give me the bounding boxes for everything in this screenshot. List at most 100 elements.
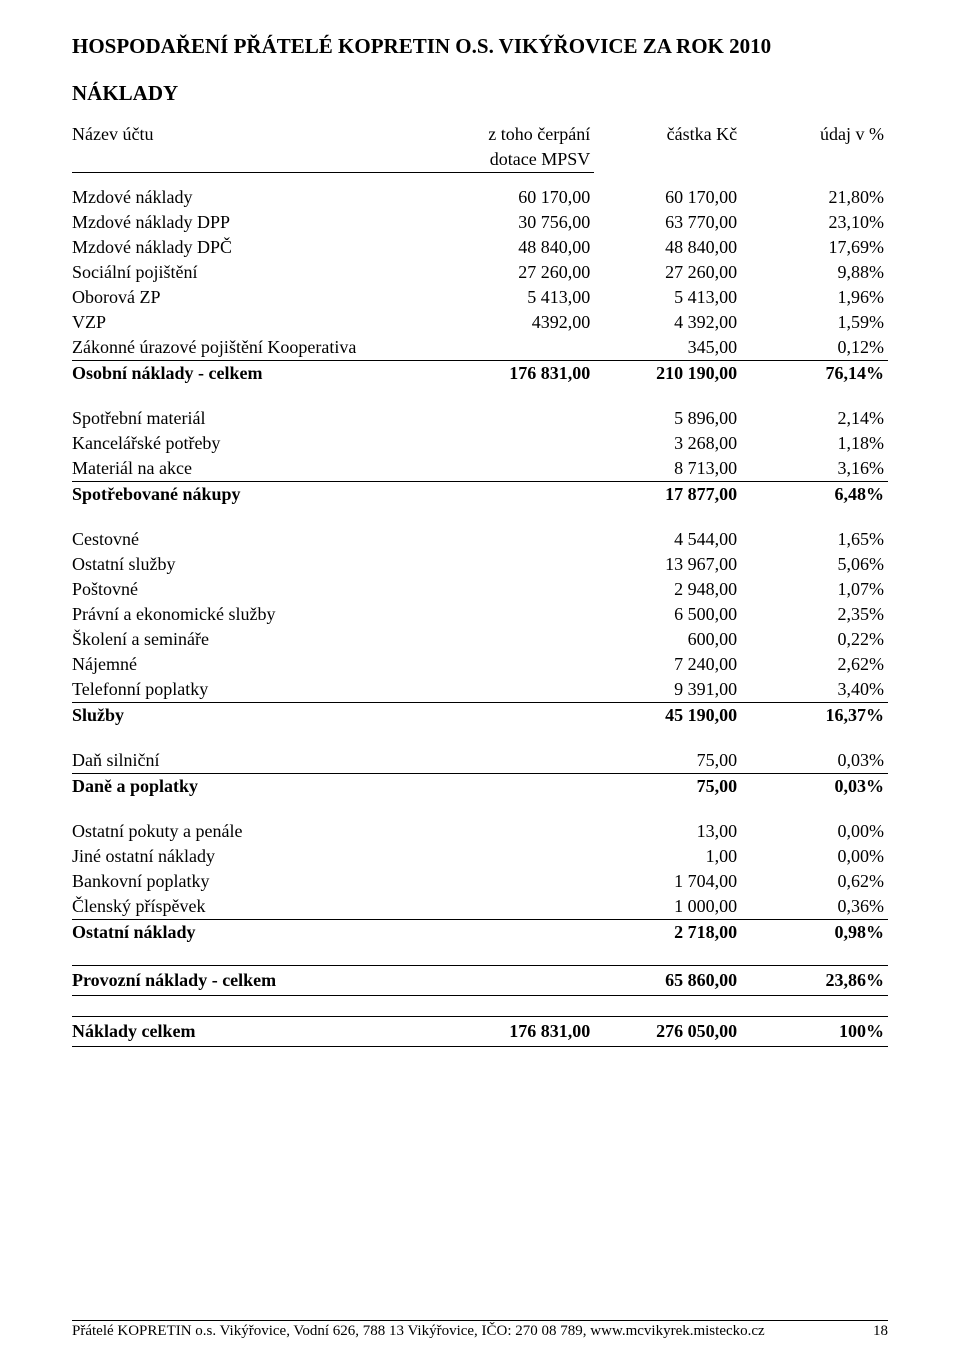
cell: 0,98% [741, 920, 888, 946]
cell: 63 770,00 [594, 210, 741, 235]
cell [447, 552, 594, 577]
col-header-pct-sub [741, 147, 888, 173]
cell: 45 190,00 [594, 703, 741, 729]
table-row: Členský příspěvek1 000,000,36% [72, 894, 888, 920]
cell: Mzdové náklady DPČ [72, 235, 447, 260]
cell: 2 718,00 [594, 920, 741, 946]
table-row: VZP4392,004 392,001,59% [72, 310, 888, 335]
table-row: Zákonné úrazové pojištění Kooperativa345… [72, 335, 888, 361]
table-row: Ostatní náklady2 718,000,98% [72, 920, 888, 946]
cell: Sociální pojištění [72, 260, 447, 285]
spacer-row [72, 728, 888, 748]
cell: 0,03% [741, 748, 888, 774]
cell: 5 896,00 [594, 406, 741, 431]
cell: 0,03% [741, 774, 888, 800]
col-header-draw: z toho čerpání [447, 122, 594, 147]
cell: Členský příspěvek [72, 894, 447, 920]
cell: Cestovné [72, 527, 447, 552]
cell [447, 652, 594, 677]
spacer-cell [72, 799, 888, 819]
table-row: Daň silniční75,000,03% [72, 748, 888, 774]
page-title: HOSPODAŘENÍ PŘÁTELÉ KOPRETIN O.S. VIKÝŘO… [72, 34, 888, 59]
spacer-row [72, 996, 888, 1017]
cell: 60 170,00 [447, 185, 594, 210]
spacer-cell [72, 507, 888, 527]
cell: 17 877,00 [594, 482, 741, 508]
table-row: Právní a ekonomické služby6 500,002,35% [72, 602, 888, 627]
cell: 76,14% [741, 361, 888, 387]
cell: 1,07% [741, 577, 888, 602]
spacer-cell [72, 173, 888, 186]
cell: 23,86% [741, 966, 888, 996]
cell: Bankovní poplatky [72, 869, 447, 894]
table-row: Spotřební materiál5 896,002,14% [72, 406, 888, 431]
cell: Telefonní poplatky [72, 677, 447, 703]
table-row: Spotřebované nákupy17 877,006,48% [72, 482, 888, 508]
cell: Služby [72, 703, 447, 729]
cell: VZP [72, 310, 447, 335]
cell: 3 268,00 [594, 431, 741, 456]
col-header-amount: částka Kč [594, 122, 741, 147]
cell: 4392,00 [447, 310, 594, 335]
cell: 1,96% [741, 285, 888, 310]
cell: Provozní náklady - celkem [72, 966, 447, 996]
cell: 0,00% [741, 819, 888, 844]
cell: 600,00 [594, 627, 741, 652]
table-row: Osobní náklady - celkem176 831,00210 190… [72, 361, 888, 387]
cell: 75,00 [594, 774, 741, 800]
cell [447, 894, 594, 920]
table-row: Poštovné2 948,001,07% [72, 577, 888, 602]
page-number: 18 [873, 1323, 888, 1340]
table-row: Nájemné7 240,002,62% [72, 652, 888, 677]
cell: 2 948,00 [594, 577, 741, 602]
cell: 3,16% [741, 456, 888, 482]
table-head: Název účtu z toho čerpání částka Kč údaj… [72, 122, 888, 173]
cell: 30 756,00 [447, 210, 594, 235]
cell: Nájemné [72, 652, 447, 677]
col-header-name-sub [72, 147, 447, 173]
cell: 1,59% [741, 310, 888, 335]
cell: 16,37% [741, 703, 888, 729]
cell: 210 190,00 [594, 361, 741, 387]
cell [447, 482, 594, 508]
cell: Kancelářské potřeby [72, 431, 447, 456]
table-row: Služby 45 190,0016,37% [72, 703, 888, 729]
table-row: Mzdové náklady DPP30 756,0063 770,0023,1… [72, 210, 888, 235]
cell: 23,10% [741, 210, 888, 235]
table-row: Kancelářské potřeby 3 268,001,18% [72, 431, 888, 456]
cell: 9 391,00 [594, 677, 741, 703]
cell: 1,18% [741, 431, 888, 456]
cell: 48 840,00 [594, 235, 741, 260]
cell [447, 703, 594, 729]
cell: Oborová ZP [72, 285, 447, 310]
cell [447, 869, 594, 894]
cell: Školení a semináře [72, 627, 447, 652]
spacer-cell [72, 728, 888, 748]
cell: Jiné ostatní náklady [72, 844, 447, 869]
cell: 1 000,00 [594, 894, 741, 920]
cell [447, 774, 594, 800]
cell: 0,12% [741, 335, 888, 361]
cell: 9,88% [741, 260, 888, 285]
cell: 2,62% [741, 652, 888, 677]
spacer-row [72, 945, 888, 966]
table-row: Mzdové náklady60 170,0060 170,0021,80% [72, 185, 888, 210]
footer-text: Přátelé KOPRETIN o.s. Vikýřovice, Vodní … [72, 1323, 765, 1340]
cell: 345,00 [594, 335, 741, 361]
cell: 5,06% [741, 552, 888, 577]
cell: 0,22% [741, 627, 888, 652]
cell: 100% [741, 1017, 888, 1047]
cell: Spotřební materiál [72, 406, 447, 431]
page: HOSPODAŘENÍ PŘÁTELÉ KOPRETIN O.S. VIKÝŘO… [0, 0, 960, 1364]
cell: Mzdové náklady [72, 185, 447, 210]
section-heading: NÁKLADY [72, 81, 888, 106]
subtotal-row: Provozní náklady - celkem65 860,0023,86% [72, 966, 888, 996]
cell: Spotřebované nákupy [72, 482, 447, 508]
cell: 5 413,00 [447, 285, 594, 310]
table-row: Mzdové náklady DPČ48 840,0048 840,0017,6… [72, 235, 888, 260]
cell: 48 840,00 [447, 235, 594, 260]
cell: 4 544,00 [594, 527, 741, 552]
cell: 1 704,00 [594, 869, 741, 894]
cell: Materiál na akce [72, 456, 447, 482]
cell [447, 456, 594, 482]
